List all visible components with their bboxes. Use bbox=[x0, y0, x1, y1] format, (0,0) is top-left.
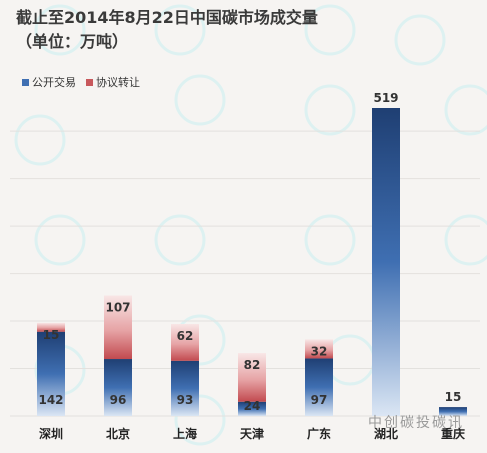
label-agreement-1: 107 bbox=[105, 301, 130, 315]
label-public-5: 519 bbox=[373, 91, 398, 105]
label-agreement-2: 62 bbox=[177, 329, 194, 343]
bar-agreement-2 bbox=[171, 324, 199, 361]
grid-lines bbox=[10, 130, 480, 417]
bar-public-6 bbox=[439, 407, 467, 416]
bar-agreement-3 bbox=[238, 353, 266, 402]
label-agreement-0: 15 bbox=[43, 328, 60, 342]
x-tick-0: 深圳 bbox=[39, 426, 63, 441]
bar-public-4 bbox=[305, 358, 333, 416]
label-public-1: 96 bbox=[110, 393, 127, 407]
label-public-2: 93 bbox=[177, 393, 194, 407]
label-public-4: 97 bbox=[311, 393, 328, 407]
legend-label-public: 公开交易 bbox=[32, 76, 76, 89]
x-axis-ticks: 深圳 北京 上海 天津 广东 湖北 重庆 bbox=[39, 426, 465, 441]
chart-title: 截止至2014年8月22日中国碳市场成交量 （单位：万吨） bbox=[16, 6, 456, 54]
label-agreement-3: 82 bbox=[244, 358, 261, 372]
bar-agreement-0 bbox=[37, 322, 65, 332]
x-tick-6: 重庆 bbox=[441, 426, 465, 441]
chart-title-line2: （单位：万吨） bbox=[16, 32, 129, 51]
label-public-0: 142 bbox=[38, 393, 63, 407]
x-tick-5: 湖北 bbox=[374, 426, 398, 441]
legend-swatch-agreement bbox=[86, 78, 93, 86]
chart-title-line1: 截止至2014年8月22日中国碳市场成交量 bbox=[16, 8, 318, 27]
legend-swatch-public bbox=[22, 78, 29, 86]
bar-agreement-4 bbox=[305, 339, 333, 359]
bar-public-5 bbox=[372, 108, 400, 416]
label-agreement-4: 32 bbox=[311, 344, 328, 358]
label-public-3: 24 bbox=[244, 399, 261, 413]
bar-public-3 bbox=[238, 401, 266, 416]
bar-public-0 bbox=[37, 331, 65, 416]
label-public-6: 15 bbox=[445, 390, 462, 404]
x-tick-1: 北京 bbox=[106, 426, 130, 441]
x-tick-2: 上海 bbox=[173, 426, 197, 441]
legend-item-public: 公开交易 bbox=[22, 74, 76, 90]
bar-public-2 bbox=[171, 360, 199, 416]
legend: 公开交易 协议转让 bbox=[22, 74, 140, 90]
bar-series bbox=[37, 108, 467, 416]
bar-public-1 bbox=[104, 359, 132, 416]
x-tick-4: 广东 bbox=[307, 426, 331, 441]
bar-agreement-1 bbox=[104, 295, 132, 360]
x-tick-3: 天津 bbox=[240, 426, 264, 441]
watermark-text: 中创碳投碳讯 bbox=[368, 415, 464, 431]
legend-item-agreement: 协议转让 bbox=[86, 74, 140, 90]
data-labels: 15 142 107 96 62 93 82 24 32 97 519 15 bbox=[38, 91, 461, 413]
legend-label-agreement: 协议转让 bbox=[96, 76, 140, 89]
